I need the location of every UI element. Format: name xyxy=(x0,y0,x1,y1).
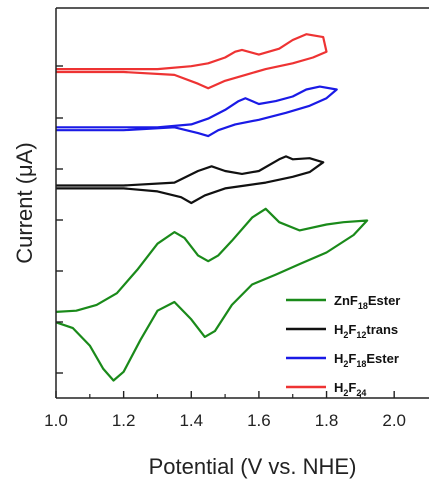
x-tick-label: 1.0 xyxy=(44,411,68,430)
series-line-h2f18ester xyxy=(56,85,338,138)
legend-label-h2f18ester: H2F18Ester xyxy=(334,351,399,369)
legend-label-znf18ester: ZnF18Ester xyxy=(334,293,400,311)
x-tick-label: 1.6 xyxy=(247,411,271,430)
series-line-znf18ester xyxy=(55,207,369,382)
legend-label-h2f12trans: H2F12trans xyxy=(334,322,398,340)
series-line-h2f24 xyxy=(56,33,328,90)
x-tick-label: 2.0 xyxy=(382,411,406,430)
series-line-h2f12trans xyxy=(56,155,325,205)
legend-label-h2f24: H2F24 xyxy=(334,380,366,398)
x-tick-label: 1.2 xyxy=(112,411,136,430)
axes xyxy=(55,7,429,399)
legend: ZnF18Ester H2F12trans H2F18Ester H2F24 xyxy=(286,293,400,398)
ticks: 1.0 1.2 1.4 1.6 1.8 2.0 xyxy=(44,65,406,430)
x-tick-label: 1.8 xyxy=(315,411,339,430)
x-tick-label: 1.4 xyxy=(179,411,203,430)
x-axis-label: Potential (V vs. NHE) xyxy=(149,454,357,479)
y-axis-label: Current (μA) xyxy=(12,142,37,263)
plot-area xyxy=(55,33,369,382)
